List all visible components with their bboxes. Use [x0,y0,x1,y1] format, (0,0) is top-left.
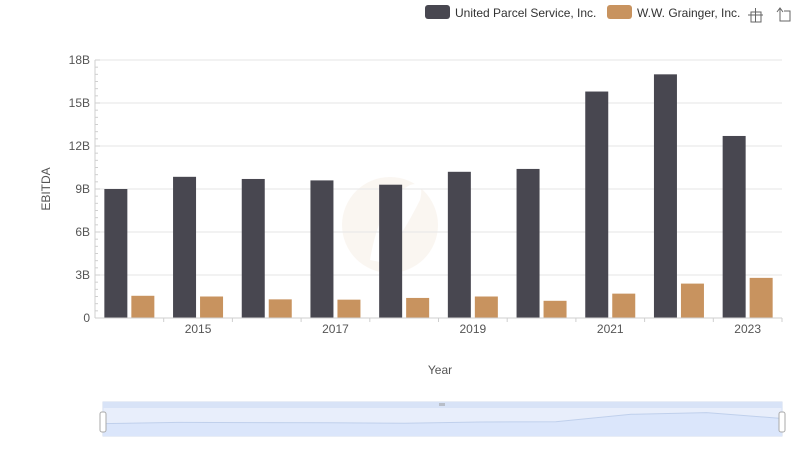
y-axis: 0 3B 6B 9B 12B 15B 18B [69,53,100,325]
legend-item-ups[interactable]: United Parcel Service, Inc. [425,5,596,20]
y-axis-title: EBITDA [39,167,53,210]
bar-grainger-2022[interactable] [680,283,704,318]
bar-grainger-2021[interactable] [612,293,636,318]
bar-grainger-2020[interactable] [543,300,567,318]
bar-ups-2022[interactable] [653,74,677,318]
bar-ups-2014[interactable] [104,189,128,318]
bars [104,74,773,319]
x-tick-label: 2015 [185,322,212,336]
legend-label-grainger: W.W. Grainger, Inc. [637,6,740,20]
slider-handle-right[interactable] [778,411,786,433]
grid-lines [95,59,782,276]
x-tick-label: 2019 [459,322,486,336]
bar-ups-2015[interactable] [173,176,197,318]
legend-swatch-grainger [607,5,632,19]
legend-item-grainger[interactable]: W.W. Grainger, Inc. [607,5,740,20]
zoom-icon[interactable] [748,8,763,23]
x-tick-label: 2017 [322,322,349,336]
x-tick-label: 2023 [734,322,761,336]
bar-grainger-2019[interactable] [474,296,498,319]
bar-ups-2018[interactable] [379,184,403,318]
bar-ups-2021[interactable] [585,91,609,319]
y-tick-label: 0 [83,311,90,325]
slider-handle-left[interactable] [99,411,107,433]
bar-ups-2020[interactable] [516,168,540,318]
slider-preview-line [102,412,783,425]
bar-ups-2016[interactable] [241,178,265,318]
bar-ups-2019[interactable] [447,171,471,318]
y-tick-label: 3B [75,268,90,282]
x-tick-label: 2021 [597,322,624,336]
y-tick-label: 6B [75,225,90,239]
bar-grainger-2023[interactable] [749,277,773,318]
data-zoom-slider[interactable] [99,401,786,437]
slider-preview-area [103,412,782,436]
bar-ups-2023[interactable] [722,135,746,318]
bar-grainger-2015[interactable] [200,296,224,319]
slider-selection [103,408,782,436]
legend: United Parcel Service, Inc. W.W. Grainge… [425,5,740,20]
x-axis: 2015 2017 2019 2021 2023 [95,317,783,336]
y-tick-label: 15B [69,96,90,110]
bar-grainger-2018[interactable] [406,297,430,318]
legend-swatch-ups [425,5,450,19]
x-axis-title: Year [428,363,452,377]
bar-grainger-2017[interactable] [337,299,361,318]
bar-grainger-2014[interactable] [131,295,155,318]
legend-label-ups: United Parcel Service, Inc. [455,6,596,20]
reset-icon[interactable] [776,7,791,22]
bar-grainger-2016[interactable] [268,299,292,318]
y-tick-label: 9B [75,182,90,196]
y-tick-label: 18B [69,53,90,67]
bar-ups-2017[interactable] [310,180,334,318]
slider-grip-icon[interactable] [439,403,445,406]
y-tick-label: 12B [69,139,90,153]
